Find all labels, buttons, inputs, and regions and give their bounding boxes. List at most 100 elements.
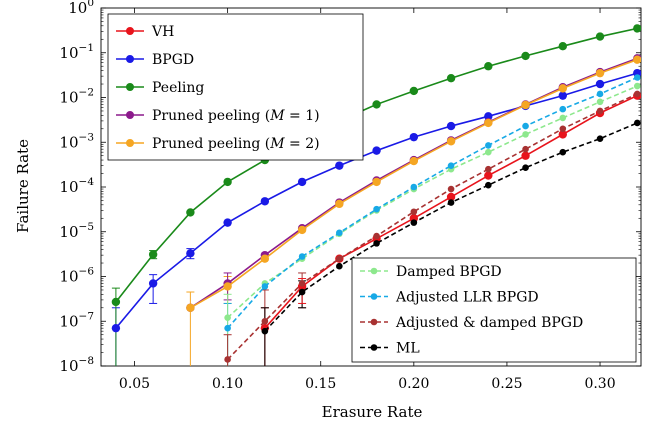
- x-tick-label: 0.30: [584, 376, 615, 392]
- legend-label: Adjusted & damped BPGD: [395, 315, 583, 331]
- data-point: [409, 132, 419, 142]
- data-point: [372, 146, 381, 155]
- legend-label: Damped BPGD: [396, 264, 502, 280]
- data-point: [522, 145, 529, 153]
- data-point: [633, 82, 641, 90]
- data-point: [409, 86, 419, 96]
- legend-label: VH: [151, 24, 174, 40]
- data-point: [223, 177, 232, 187]
- data-point: [521, 151, 530, 160]
- legend-marker: [126, 55, 134, 63]
- data-point: [186, 249, 195, 258]
- data-point: [373, 205, 380, 213]
- data-point: [596, 135, 604, 143]
- data-point: [336, 255, 343, 262]
- legend-label: Peeling: [152, 80, 204, 96]
- data-point: [558, 91, 567, 100]
- data-point: [336, 262, 343, 270]
- legend-label: Pruned peeling (M = 1): [152, 108, 320, 124]
- legend-marker: [370, 344, 378, 351]
- data-point: [410, 183, 418, 191]
- data-point: [521, 100, 530, 110]
- series-group: [111, 24, 641, 363]
- data-point: [260, 254, 270, 263]
- data-point: [373, 240, 380, 247]
- data-point: [595, 32, 605, 41]
- legend-marker: [126, 83, 134, 91]
- data-point: [485, 142, 492, 149]
- data-point: [261, 317, 269, 325]
- data-point: [485, 181, 492, 189]
- data-point: [522, 131, 529, 138]
- y-tick-label: 10−7: [59, 310, 94, 330]
- data-point: [559, 125, 567, 133]
- data-point: [521, 51, 530, 61]
- data-point: [484, 171, 493, 180]
- series-line: [227, 93, 638, 361]
- x-tick-label: 0.10: [212, 376, 243, 392]
- data-point: [558, 84, 567, 93]
- data-point: [595, 79, 605, 89]
- data-point: [410, 208, 418, 216]
- data-point: [484, 62, 493, 71]
- y-tick-label: 10−4: [59, 176, 94, 196]
- y-tick-label: 10−8: [59, 355, 94, 375]
- data-point: [223, 218, 232, 227]
- data-point: [111, 297, 121, 307]
- data-point: [297, 225, 307, 235]
- data-point: [484, 118, 493, 128]
- y-tick-label: 10−2: [59, 87, 94, 107]
- data-point: [372, 100, 381, 109]
- data-point: [186, 208, 195, 217]
- data-point: [595, 68, 605, 78]
- data-point: [446, 121, 456, 131]
- y-tick-label: 100: [68, 0, 94, 17]
- legend-marker: [126, 27, 134, 35]
- data-point: [298, 288, 306, 296]
- legend-label: BPGD: [152, 52, 194, 68]
- legend-marker: [126, 111, 134, 119]
- data-point: [558, 42, 567, 51]
- legend-bottom-right-box: [351, 257, 637, 363]
- data-point: [373, 232, 380, 240]
- data-point: [446, 73, 456, 83]
- data-point: [261, 327, 269, 335]
- legend-marker: [370, 318, 378, 326]
- x-tick-label: 0.05: [119, 376, 150, 392]
- data-point: [446, 192, 456, 202]
- data-point: [522, 164, 529, 171]
- data-point: [336, 229, 343, 237]
- legend-marker: [370, 293, 378, 300]
- data-point: [596, 98, 604, 106]
- data-point: [224, 324, 231, 332]
- legend-marker: [370, 267, 378, 275]
- x-tick-label: 0.20: [398, 376, 429, 392]
- x-axis-label: Erasure Rate: [322, 403, 423, 421]
- y-tick-label: 10−1: [59, 42, 94, 62]
- data-point: [148, 279, 158, 288]
- axis-labels-group: Erasure Rate Failure Rate: [14, 139, 422, 421]
- data-point: [446, 137, 456, 146]
- series-line: [227, 85, 638, 319]
- data-point: [522, 122, 529, 130]
- data-point: [186, 303, 195, 312]
- data-point: [298, 280, 306, 287]
- y-tick-label: 10−5: [59, 221, 94, 241]
- data-point: [558, 130, 567, 139]
- data-point: [633, 119, 641, 127]
- data-point: [335, 199, 344, 209]
- data-point: [484, 112, 493, 121]
- legend-top-left-box: [107, 13, 364, 161]
- x-tick-label: 0.25: [491, 376, 522, 392]
- data-point: [447, 199, 455, 206]
- data-point: [335, 161, 344, 170]
- data-point: [559, 114, 567, 122]
- data-point: [410, 219, 418, 226]
- data-point: [224, 356, 231, 363]
- data-point: [148, 250, 158, 259]
- y-tick-label: 10−6: [59, 266, 94, 286]
- data-point: [261, 283, 269, 290]
- x-tick-label: 0.15: [305, 376, 336, 392]
- data-point: [447, 185, 455, 193]
